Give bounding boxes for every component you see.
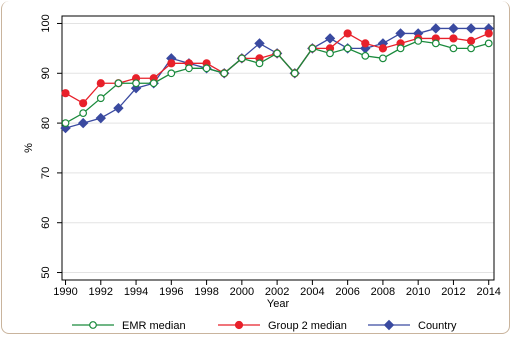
data-point	[343, 29, 352, 38]
data-point	[255, 59, 264, 68]
series-line	[65, 32, 489, 104]
data-point	[396, 44, 405, 53]
x-tick-label: 2008	[371, 286, 395, 298]
data-point	[237, 54, 246, 63]
series-group-2-median	[61, 29, 493, 108]
x-tick-label: 2002	[265, 286, 289, 298]
y-axis-label: %	[23, 143, 35, 153]
data-point	[114, 79, 123, 88]
y-tick-label: 100	[40, 14, 52, 32]
x-tick-label: 1990	[53, 286, 77, 298]
x-axis-label: Year	[267, 298, 290, 310]
data-point	[95, 112, 106, 124]
series-country	[60, 23, 494, 134]
data-point	[467, 44, 475, 53]
data-point	[61, 119, 70, 127]
data-point	[361, 51, 370, 60]
legend-item: EMR median	[72, 320, 186, 332]
x-tick-label: 2012	[441, 286, 465, 298]
data-point	[167, 59, 176, 68]
data-point	[430, 23, 442, 34]
data-point	[113, 102, 124, 114]
data-point	[220, 69, 229, 78]
y-axis: 50 60 70 80 90 100	[40, 14, 62, 279]
x-tick-label: 1996	[159, 286, 183, 298]
x-tick-label: 2000	[230, 286, 254, 298]
data-point	[132, 79, 140, 88]
legend-label: Country	[418, 320, 457, 332]
data-point	[308, 44, 317, 53]
data-point	[96, 94, 105, 103]
data-point	[379, 54, 387, 63]
x-tick-label: 2010	[406, 286, 430, 298]
x-tick-label: 1994	[124, 286, 148, 298]
legend-label: EMR median	[122, 320, 186, 332]
data-point	[324, 33, 336, 44]
data-point	[273, 49, 282, 58]
data-point	[431, 39, 440, 48]
y-tick-label: 70	[40, 167, 52, 179]
legend-marker	[383, 319, 395, 331]
data-point	[326, 49, 334, 58]
series-group	[60, 23, 494, 134]
data-point	[79, 109, 88, 118]
legend-item: Group 2 median	[218, 320, 347, 332]
x-tick-label: 1998	[194, 286, 218, 298]
data-point	[77, 117, 89, 129]
y-tick-label: 80	[40, 117, 52, 129]
data-point	[465, 23, 477, 34]
data-point	[449, 44, 458, 53]
data-point	[484, 29, 493, 38]
y-tick-label: 90	[40, 67, 52, 79]
data-point	[79, 99, 88, 108]
x-tick-label: 2006	[335, 286, 359, 298]
legend-label: Group 2 median	[268, 320, 347, 332]
data-point	[61, 89, 70, 98]
data-point	[395, 28, 406, 39]
data-point	[484, 39, 493, 48]
x-tick-label: 2004	[300, 286, 324, 298]
legend-marker	[234, 320, 244, 330]
data-point	[185, 64, 193, 73]
data-point	[343, 44, 352, 53]
x-axis: 1990 1992 1994 1996 1998 2000 2002 2004 2006 2008…	[53, 280, 501, 298]
legend: EMR median Group 2 median Country	[72, 319, 457, 332]
data-point	[254, 38, 265, 49]
data-point	[167, 69, 176, 78]
data-point	[202, 64, 211, 73]
legend-marker	[89, 321, 97, 329]
series-emr-median	[61, 37, 493, 127]
data-point	[290, 69, 299, 78]
gridlines	[62, 22, 494, 274]
data-point	[448, 23, 459, 34]
data-point	[96, 79, 105, 88]
legend-item: Country	[368, 319, 457, 332]
data-point	[466, 36, 476, 46]
y-tick-label: 50	[40, 266, 52, 278]
x-tick-label: 1992	[89, 286, 113, 298]
data-point	[378, 44, 388, 53]
data-point	[149, 79, 158, 88]
data-point	[361, 39, 370, 48]
plot-area-border	[61, 15, 495, 281]
y-tick-label: 60	[40, 217, 52, 229]
data-point	[414, 37, 423, 45]
x-tick-label: 2014	[476, 286, 500, 298]
data-point	[449, 34, 458, 43]
series-line	[65, 27, 489, 129]
